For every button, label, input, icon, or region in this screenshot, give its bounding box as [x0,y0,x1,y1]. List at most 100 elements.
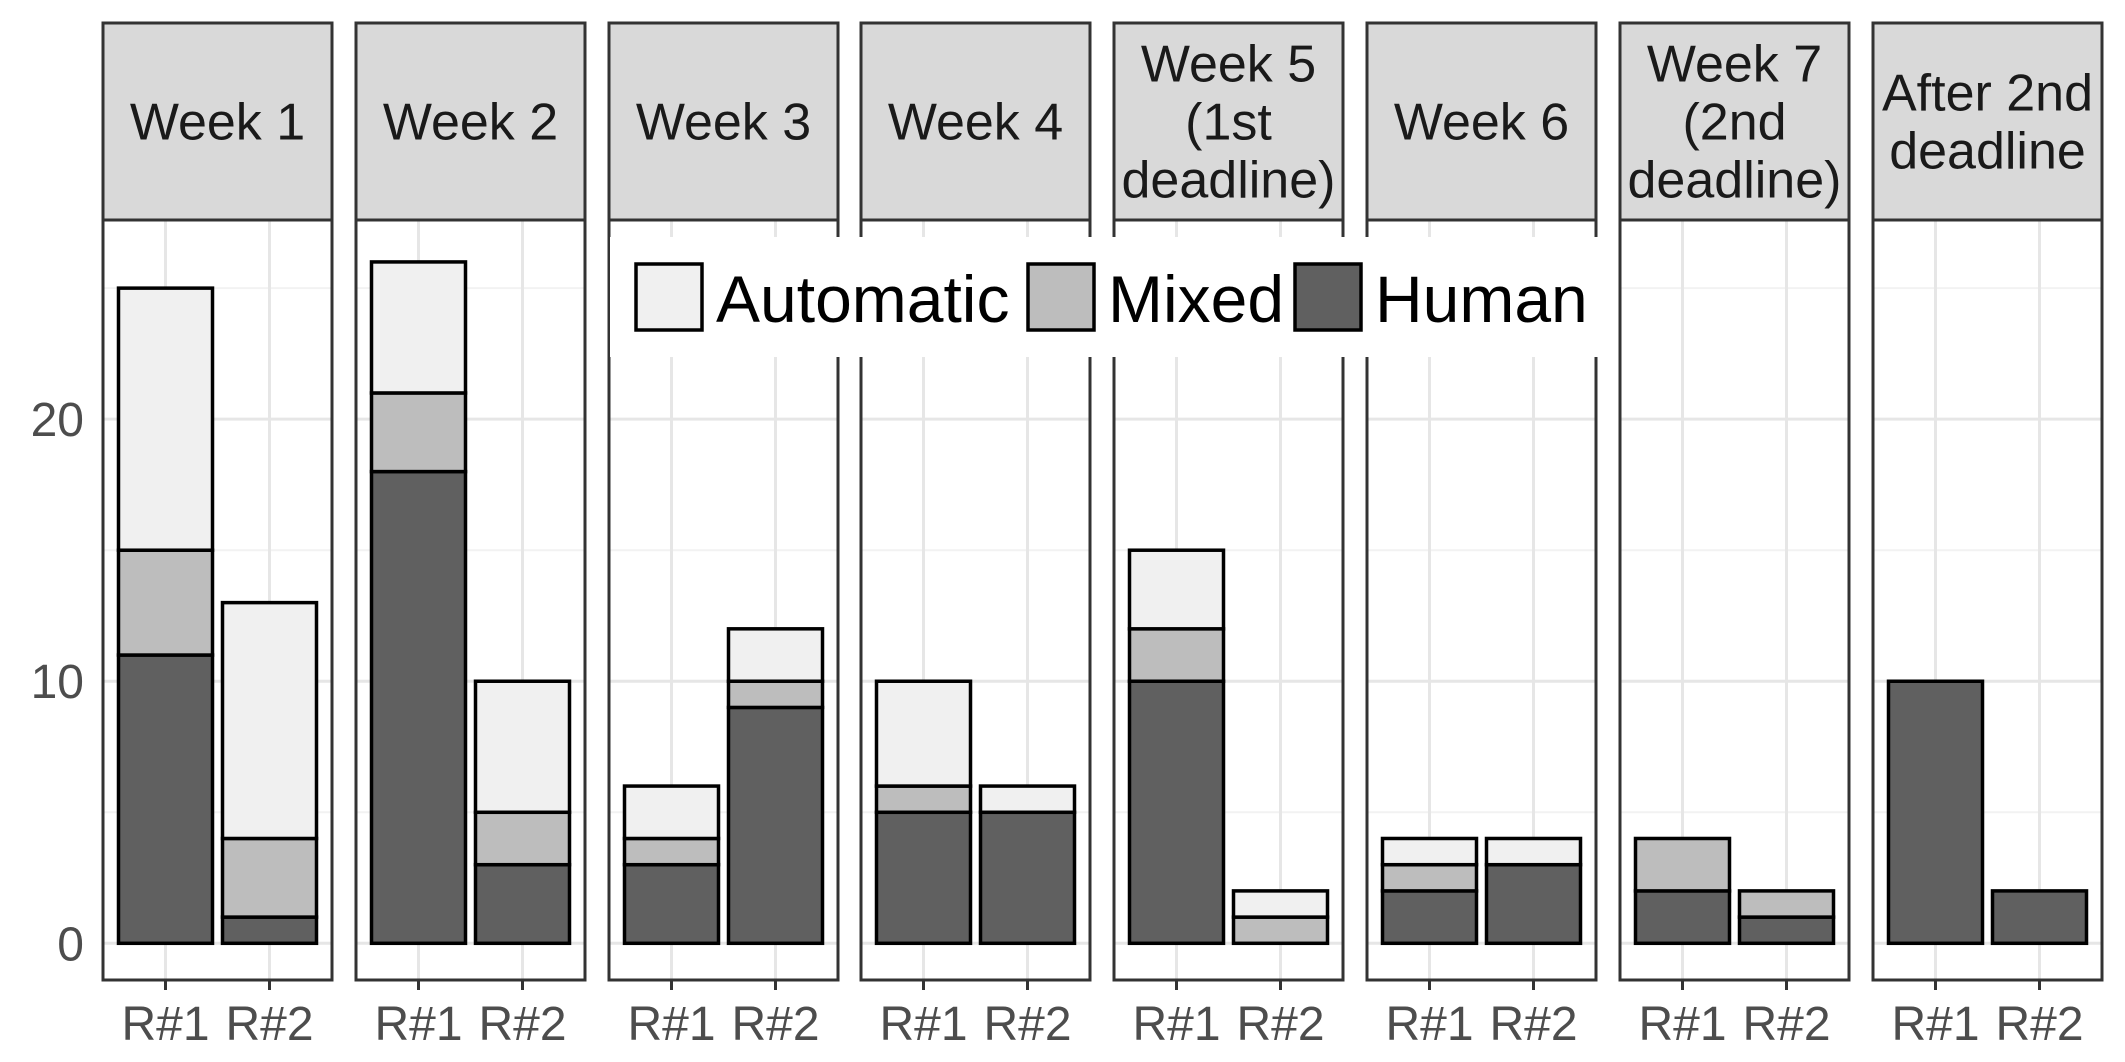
x-tick-label: R#2 [1236,998,1324,1051]
x-tick-label: R#2 [1995,998,2083,1051]
legend-label: Mixed [1108,262,1284,336]
x-tick-label: R#2 [983,998,1071,1051]
bar-segment-human [726,705,825,946]
bar-segment-automatic [1231,889,1330,919]
x-tick-label: R#2 [1742,998,1830,1051]
bar-segment-automatic [1484,836,1583,867]
x-tick-label: R#2 [478,998,566,1051]
legend: Automatic Mixed Human [610,237,1610,357]
legend-key-automatic [634,262,704,332]
bar-segment-human [1886,679,1985,946]
bar-segment-human [473,862,572,946]
bar-segment-automatic [874,679,973,788]
facet-strip [607,21,840,222]
y-tick-label: 0 [57,918,84,971]
bar-segment-mixed [116,548,215,657]
facet-strip-label-line: Week 6 [1394,94,1569,152]
x-tick-label: R#2 [225,998,313,1051]
y-tick-label: 20 [31,394,84,447]
facet-strip-label-line: Week 2 [383,94,558,152]
x-tick-label: R#1 [1132,998,1220,1051]
x-tick-label: R#1 [121,998,209,1051]
facet-strip-label: Week 6 [1394,94,1569,152]
facet-strip-label: Week 3 [636,94,811,152]
facet-panel: R#1 R#2 Week 6 [1365,21,1598,1051]
facet-strip [1871,21,2104,222]
facet-strip-label: Week 5 (1st deadline) [1122,36,1336,210]
bar-segment-automatic [369,260,468,395]
legend-key-human [1293,262,1363,332]
facet-strip-label-line: deadline) [1628,152,1842,210]
facet-strip [1618,21,1851,222]
x-tick-label: R#1 [627,998,715,1051]
x-tick-label: R#2 [731,998,819,1051]
facet-strip-label-line: deadline [1889,123,2086,181]
legend-background [610,237,1610,357]
bar-segment-automatic [1127,548,1226,631]
bar-segment-human [622,862,721,946]
facet-strip-label-line: Week 7 [1647,36,1822,94]
x-tick-label: R#1 [1891,998,1979,1051]
facet-panel: R#1 R#2 Week 1 [101,21,334,1051]
bar-segment-mixed [1231,915,1330,946]
bar-segment-human [978,810,1077,946]
bar-segment-automatic [622,784,721,841]
facet-strip-label-line: Week 3 [636,94,811,152]
facet-strip-label-line: Week 1 [130,94,305,152]
facet-strip-label-line: (2nd [1682,94,1786,152]
facet-strip-label: Week 7 (2nd deadline) [1628,36,1842,210]
facet-panel: R#1 R#2 Week 2 [354,21,587,1051]
y-tick-label: 10 [31,656,84,709]
bar-segment-mixed [1380,862,1479,893]
facet-strip-label-line: Week 5 [1141,36,1316,94]
facet-panel: R#1 R#2 Week 3 [607,21,840,1051]
bar-segment-mixed [1633,836,1732,893]
facet-strip [101,21,334,222]
bar-segment-automatic [1380,836,1479,867]
facet-strip [354,21,587,222]
bar-segment-automatic [978,784,1077,815]
bar-segment-human [874,810,973,946]
facet-strip-label-line: deadline) [1122,152,1336,210]
x-tick-label: R#1 [1638,998,1726,1051]
facet-strip-label: Week 4 [888,94,1063,152]
bar-segment-human [220,915,319,946]
legend-key-mixed [1026,262,1096,332]
facet-panel: R#1 R#2 Week 5 (1st deadline) [1112,21,1345,1051]
bar-segment-mixed [874,784,973,815]
bar-segment-automatic [726,627,825,683]
bar-segment-human [1633,889,1732,946]
facet-strip-label-line: Week 4 [888,94,1063,152]
bar-segment-automatic [116,286,215,552]
facet-strip-label-line: After 2nd [1882,65,2093,123]
bar-segment-mixed [369,391,468,474]
facet-strip-label: After 2nd deadline [1882,65,2093,181]
x-tick-label: R#2 [1489,998,1577,1051]
bar-segment-human [1737,915,1836,946]
bar-segment-automatic [220,600,319,841]
x-tick-label: R#1 [879,998,967,1051]
bar-segment-human [1380,889,1479,946]
facet-strip [1365,21,1598,222]
facet-strip-label: Week 2 [383,94,558,152]
bar-segment-mixed [726,679,825,710]
bar-segment-human [369,469,468,946]
bar-segment-human [116,653,215,946]
bar-segment-mixed [220,836,319,919]
bar-segment-mixed [1127,627,1226,683]
bar-segment-mixed [473,810,572,867]
x-tick-label: R#1 [374,998,462,1051]
bar-segment-mixed [1737,889,1836,919]
facet-strip-label: Week 1 [130,94,305,152]
bar-segment-mixed [622,836,721,867]
facet-panel: R#1 R#2 Week 7 (2nd deadline) [1618,21,1851,1051]
facet-strip [1112,21,1345,222]
bar-segment-human [1484,862,1583,946]
bar-segment-human [1127,679,1226,946]
facet-panel: R#1 R#2 Week 4 [859,21,1092,1051]
facet-panel: R#1 R#2 After 2nd deadline [1871,21,2104,1051]
bar-segment-automatic [473,679,572,815]
x-tick-label: R#1 [1385,998,1473,1051]
bar-segment-human [1990,889,2089,946]
